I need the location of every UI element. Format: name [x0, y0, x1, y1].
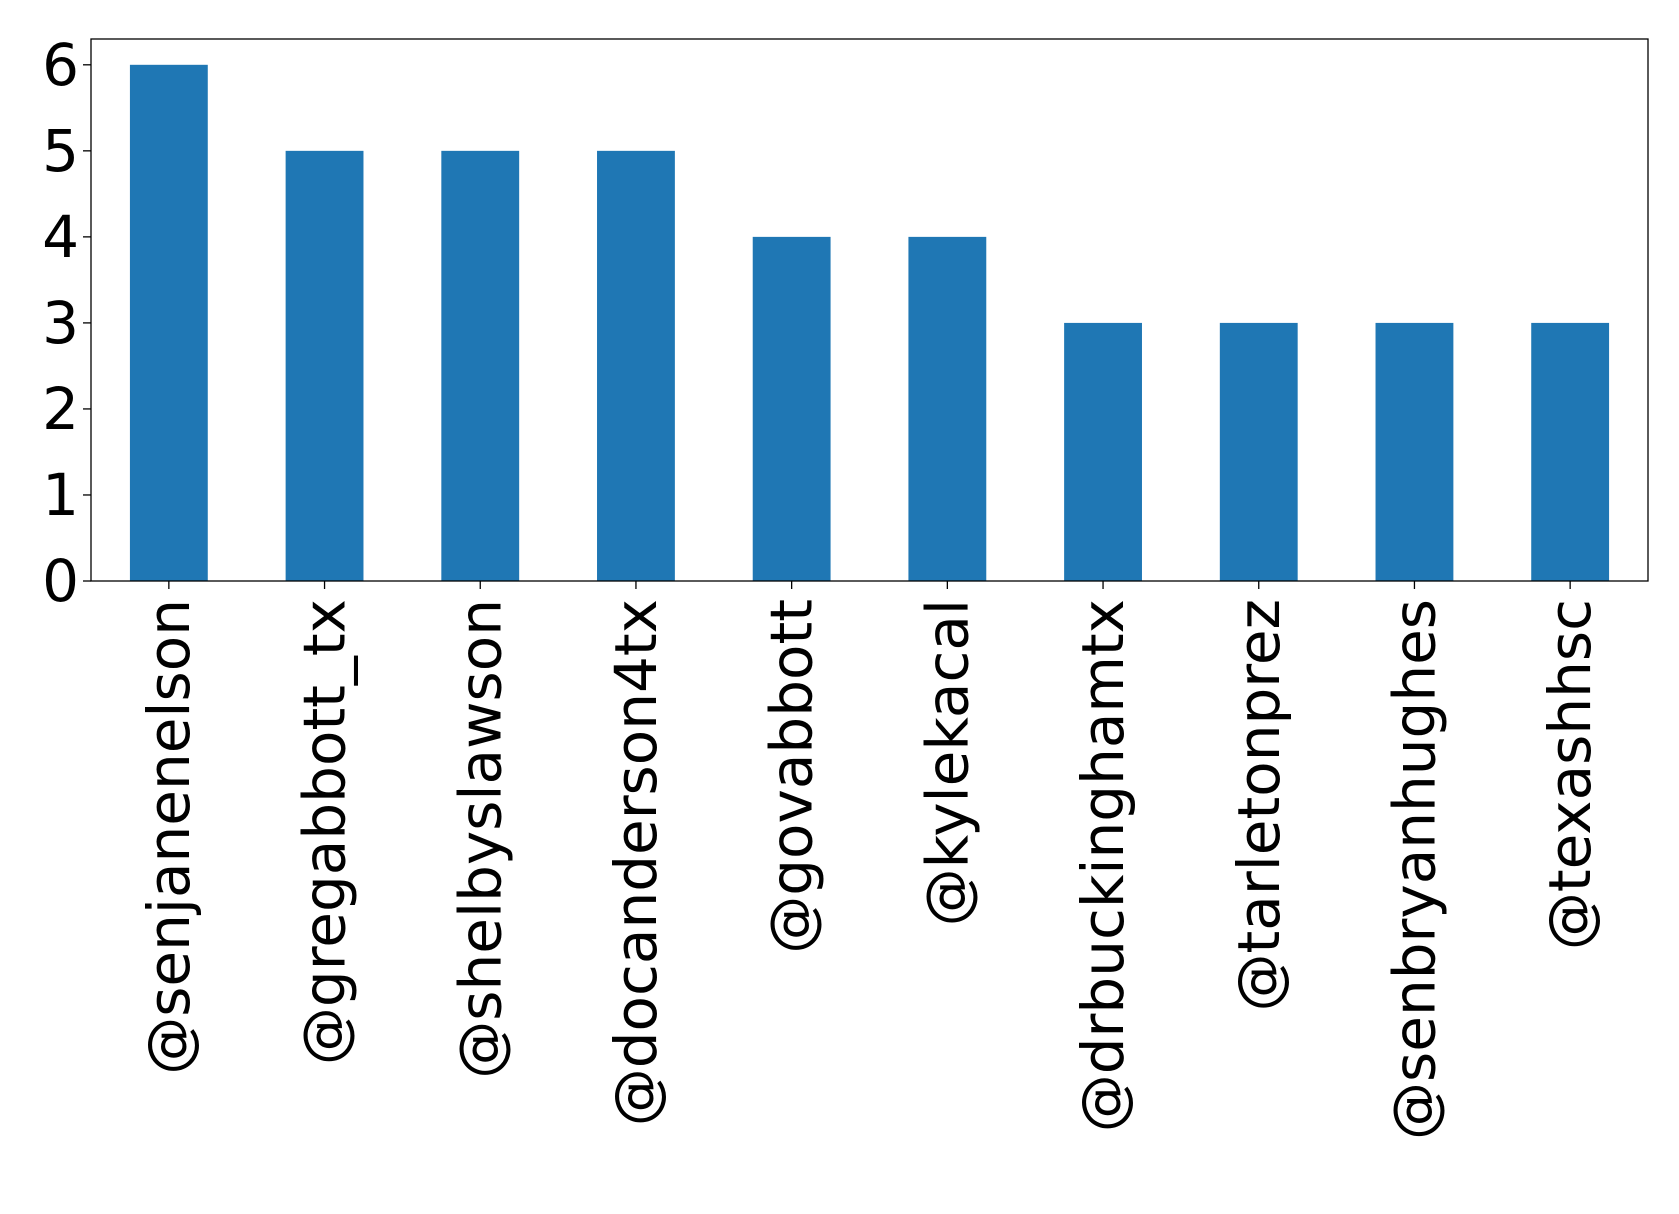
- x-tick-label: @tarletonprez: [1225, 599, 1293, 1011]
- x-tick-label: @senbryanhughes: [1380, 599, 1448, 1140]
- bar-senjanenelson: [129, 64, 208, 582]
- x-tick-label: @drbuckinghamtx: [1069, 599, 1137, 1132]
- bar-shelbyslawson: [441, 150, 520, 582]
- y-tick-label: 4: [42, 203, 79, 271]
- x-tick-label: @docanderson4tx: [602, 599, 670, 1126]
- plot-frame: [90, 38, 1649, 582]
- y-tick-label: 3: [42, 289, 79, 357]
- bar-texashhsc: [1531, 322, 1610, 581]
- x-tick-label: @shelbyslawson: [446, 599, 514, 1079]
- y-tick-label: 5: [42, 117, 79, 185]
- x-tick-label: @govabbott: [758, 599, 826, 954]
- x-tick-label: @senjanenelson: [135, 599, 203, 1075]
- y-tick-label: 0: [42, 547, 79, 615]
- bar-docanderson4tx: [597, 150, 675, 582]
- x-tick-label: @kylekacal: [913, 599, 981, 926]
- bar-drbuckinghamtx: [1064, 322, 1142, 581]
- bar-kylekacal: [908, 236, 987, 581]
- y-tick-label: 6: [42, 31, 79, 99]
- bar-govabbott: [752, 236, 831, 581]
- y-axis: 0 1 2 3 4 5 6: [42, 31, 91, 615]
- bars-layer: [129, 64, 1610, 582]
- bar-gregabbott-tx: [285, 150, 364, 582]
- bar-tarletonprez: [1219, 322, 1298, 581]
- bar-senbryanhughes: [1375, 322, 1454, 581]
- y-tick-label: 1: [42, 461, 79, 529]
- x-tick-label: @gregabbott_tx: [291, 599, 359, 1065]
- y-tick-label: 2: [42, 375, 79, 443]
- x-tick-label: @texashhsc: [1536, 599, 1604, 950]
- x-axis: @senjanenelson @gregabbott_tx @shelbyslaws…: [135, 581, 1604, 1140]
